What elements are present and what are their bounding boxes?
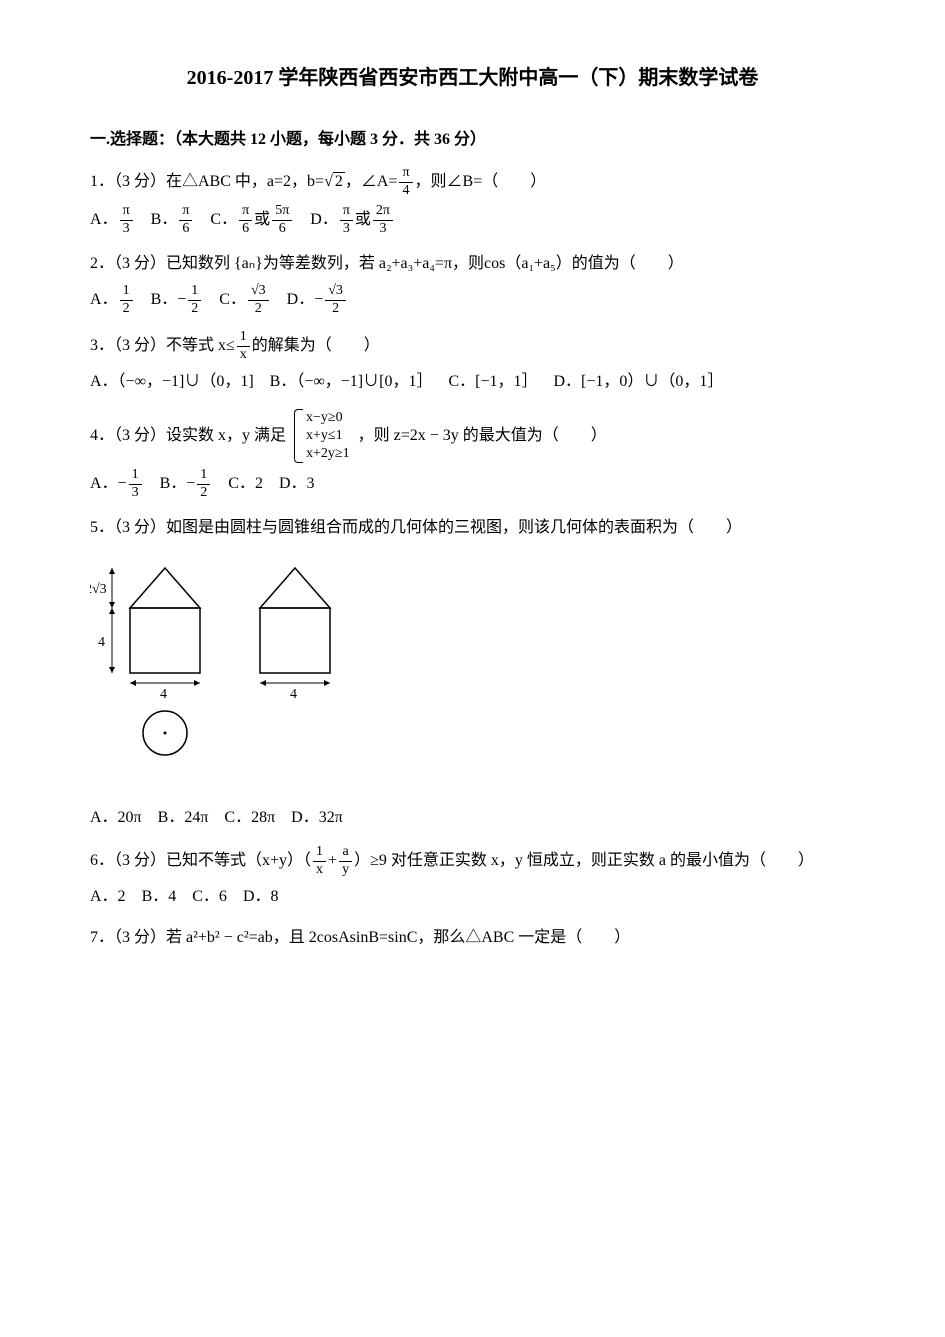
q1-prefix: 1．（3 分）在△ABC 中，a=2，b=: [90, 173, 324, 190]
q3-optD: D．[−1，0）∪（0，1］: [554, 373, 724, 390]
question-3: 3．（3 分）不等式 x≤1x的解集为（ ） A．（−∞，−1]∪（0，1] B…: [90, 329, 855, 396]
frac-1-x2: 1x: [313, 844, 326, 879]
q7-text: 7．（3 分）若 a²+b² − c²=ab，且 2cosAsinB=sinC，…: [90, 924, 855, 953]
q5-diagram: 2√3 4 4 4: [90, 558, 855, 789]
q4-sys1: x−y≥0: [306, 409, 350, 427]
frac-a-y: ay: [339, 844, 352, 879]
q5-options: A．20π B．24π C．28π D．32π: [90, 804, 855, 833]
q5-text: 5．（3 分）如图是由圆柱与圆锥组合而成的几何体的三视图，则该几何体的表面积为（…: [90, 514, 855, 543]
q4-options: A．−13 B．−12 C．2 D．3: [90, 467, 855, 502]
q2-optC: C．√32: [219, 291, 270, 308]
q3-optB: B．（−∞，−1]∪[0，1］: [270, 373, 433, 390]
q1-options: A．π3 B．π6 C．π6或5π6 D．π3或2π3: [90, 203, 855, 238]
q6-mid: +: [328, 852, 337, 869]
q6-optB: B．4: [142, 888, 177, 905]
label-4-w2: 4: [290, 687, 297, 702]
q1-optB: B．π6: [151, 211, 195, 228]
q4-optA: A．−13: [90, 475, 144, 492]
q6-suffix: ）≥9 对任意正实数 x，y 恒成立，则正实数 a 的最小值为（ ）: [354, 852, 814, 869]
q4-sys2: x+y≤1: [306, 427, 350, 445]
q2-optA: A．12: [90, 291, 135, 308]
q4-optB: B．−12: [160, 475, 213, 492]
label-4-h: 4: [98, 635, 105, 650]
q4-sys3: x+2y≥1: [306, 445, 350, 463]
q5-optC: C．28π: [224, 809, 275, 826]
q4-system: x−y≥0 x+y≤1 x+2y≥1: [294, 409, 350, 464]
q4-prefix: 4．（3 分）设实数 x，y 满足: [90, 427, 286, 444]
three-views-svg: 2√3 4 4 4: [90, 558, 390, 778]
q3-optA: A．（−∞，−1]∪（0，1]: [90, 373, 254, 390]
q5-optB: B．24π: [158, 809, 209, 826]
q3-optC: C．[−1，1］: [448, 373, 537, 390]
q3-prefix: 3．（3 分）不等式 x≤: [90, 337, 235, 354]
question-1: 1．（3 分）在△ABC 中，a=2，b=2，∠A=π4，则∠B=（ ） A．π…: [90, 165, 855, 238]
q1-text: 1．（3 分）在△ABC 中，a=2，b=2，∠A=π4，则∠B=（ ）: [90, 173, 546, 190]
q3-suffix: 的解集为（ ）: [252, 337, 380, 354]
q1-optD: D．π3或2π3: [310, 211, 395, 228]
q2-text: 2．（3 分）已知数列 {aₙ}为等差数列，若 a₂+a₃+a₄=π，则cos（…: [90, 250, 855, 279]
q1-mid2: ，则∠B=（ ）: [415, 173, 547, 190]
q1-optC: C．π6或5π6: [210, 211, 294, 228]
q6-prefix: 6．（3 分）已知不等式（x+y）（: [90, 852, 311, 869]
section-1-header: 一.选择题：（本大题共 12 小题，每小题 3 分．共 36 分）: [90, 126, 855, 155]
q6-optD: D．8: [243, 888, 279, 905]
question-6: 6．（3 分）已知不等式（x+y）（1x+ay）≥9 对任意正实数 x，y 恒成…: [90, 844, 855, 911]
q2-optB: B．−12: [151, 291, 204, 308]
label-4-w1: 4: [160, 687, 167, 702]
q1-mid1: ，∠A=: [345, 173, 398, 190]
q4-suffix: ，则 z=2x − 3y 的最大值为（ ）: [358, 427, 607, 444]
question-5: 5．（3 分）如图是由圆柱与圆锥组合而成的几何体的三视图，则该几何体的表面积为（…: [90, 514, 855, 832]
q6-optC: C．6: [192, 888, 227, 905]
q1-optA: A．π3: [90, 211, 135, 228]
q5-optA: A．20π: [90, 809, 142, 826]
q2-options: A．12 B．−12 C．√32 D．−√32: [90, 283, 855, 318]
q4-optC: C．2: [228, 475, 263, 492]
frac-pi-4: π4: [399, 165, 412, 200]
question-7: 7．（3 分）若 a²+b² − c²=ab，且 2cosAsinB=sinC，…: [90, 924, 855, 953]
q2-optD: D．−√32: [287, 291, 348, 308]
question-2: 2．（3 分）已知数列 {aₙ}为等差数列，若 a₂+a₃+a₄=π，则cos（…: [90, 250, 855, 317]
q3-options: A．（−∞，−1]∪（0，1] B．（−∞，−1]∪[0，1］ C．[−1，1］…: [90, 368, 855, 397]
label-2sqrt3: 2√3: [90, 582, 107, 597]
q6-optA: A．2: [90, 888, 126, 905]
q4-optD: D．3: [279, 475, 315, 492]
exam-title: 2016-2017 学年陕西省西安市西工大附中高一（下）期末数学试卷: [90, 60, 855, 96]
q4-text: 4．（3 分）设实数 x，y 满足 x−y≥0 x+y≤1 x+2y≥1 ，则 …: [90, 427, 607, 444]
question-4: 4．（3 分）设实数 x，y 满足 x−y≥0 x+y≤1 x+2y≥1 ，则 …: [90, 409, 855, 502]
q6-text: 6．（3 分）已知不等式（x+y）（1x+ay）≥9 对任意正实数 x，y 恒成…: [90, 852, 814, 869]
q6-options: A．2 B．4 C．6 D．8: [90, 883, 855, 912]
sqrt-2: 2: [324, 168, 345, 197]
q3-text: 3．（3 分）不等式 x≤1x的解集为（ ）: [90, 337, 380, 354]
frac-1-x: 1x: [237, 329, 250, 364]
q5-optD: D．32π: [291, 809, 343, 826]
